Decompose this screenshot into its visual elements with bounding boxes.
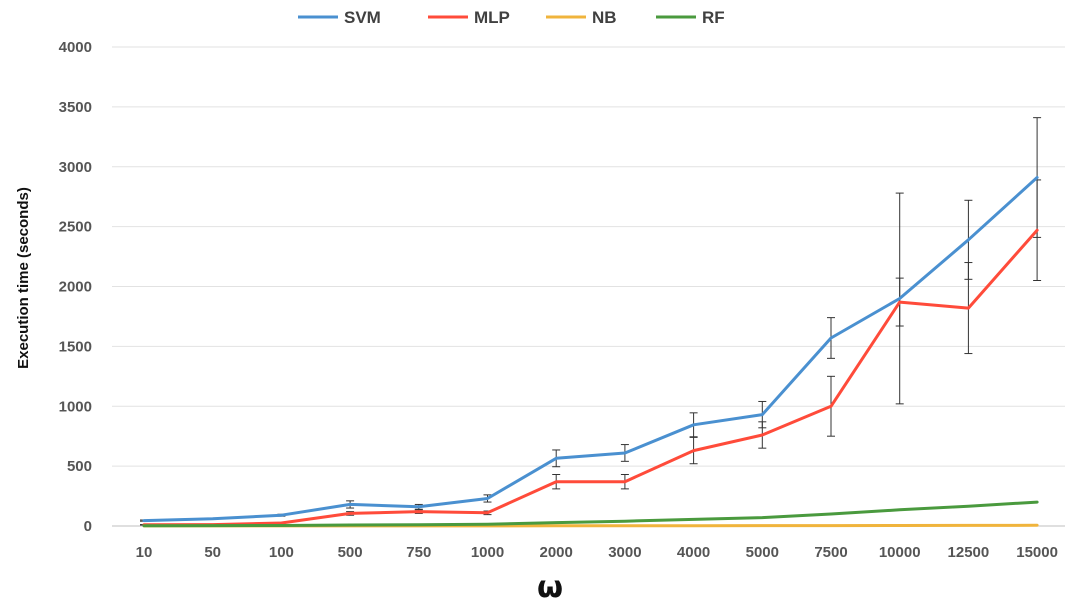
x-axis-ticks: 10 50 100 500 750 1000 2000 3000 4000 5000 7500 100… — [136, 544, 1058, 561]
x-tick-label: 10 — [136, 544, 153, 561]
y-tick-label: 1000 — [59, 398, 92, 415]
x-tick-label: 750 — [406, 544, 431, 561]
series-line-svm — [142, 176, 1039, 523]
legend-item-svm: SVM — [298, 8, 381, 27]
x-tick-label: 3000 — [608, 544, 641, 561]
x-tick-label: 15000 — [1016, 544, 1058, 561]
series-lines — [142, 176, 1039, 528]
x-tick-label: 5000 — [746, 544, 779, 561]
legend-item-nb: NB — [546, 8, 617, 27]
x-tick-label: 50 — [204, 544, 221, 561]
legend-label: MLP — [474, 8, 510, 27]
series-line-mlp — [142, 228, 1039, 527]
y-tick-label: 3000 — [59, 159, 92, 176]
y-tick-label: 4000 — [59, 39, 92, 56]
legend-item-mlp: MLP — [428, 8, 510, 27]
y-axis-label: Execution time (seconds) — [15, 187, 32, 369]
x-tick-label: 4000 — [677, 544, 710, 561]
error-bars — [140, 117, 1042, 526]
legend-label: SVM — [344, 8, 381, 27]
y-tick-label: 2500 — [59, 219, 92, 236]
x-tick-label: 500 — [338, 544, 363, 561]
x-axis-label: ω — [537, 570, 563, 605]
x-tick-label: 12500 — [948, 544, 990, 561]
x-tick-label: 2000 — [540, 544, 573, 561]
series-line-rf — [142, 500, 1039, 528]
legend-label: RF — [702, 8, 725, 27]
x-tick-label: 10000 — [879, 544, 921, 561]
legend-label: NB — [592, 8, 617, 27]
legend-item-rf: RF — [656, 8, 725, 27]
y-tick-label: 3500 — [59, 99, 92, 116]
y-tick-label: 500 — [67, 458, 92, 475]
y-axis-ticks: 0 500 1000 1500 2000 2500 3000 3500 4000 — [59, 39, 92, 535]
y-tick-label: 2000 — [59, 279, 92, 296]
x-tick-label: 1000 — [471, 544, 504, 561]
y-tick-label: 1500 — [59, 338, 92, 355]
y-tick-label: 0 — [84, 518, 92, 535]
x-tick-label: 7500 — [814, 544, 847, 561]
gridlines — [112, 46, 1065, 527]
legend: SVM MLP NB RF — [298, 8, 725, 27]
x-tick-label: 100 — [269, 544, 294, 561]
